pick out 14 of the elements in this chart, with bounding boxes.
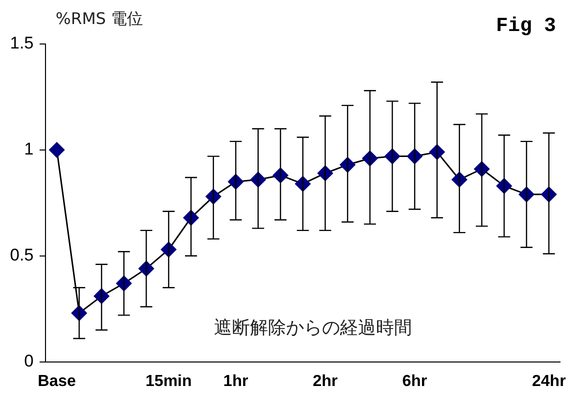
y-tick-label: 1.5 [10, 34, 34, 53]
y-tick-label: 1 [24, 140, 34, 159]
x-tick-label: Base [38, 372, 76, 390]
y-tick-label: 0.5 [10, 246, 34, 265]
y-axis-title: %RMS 電位 [56, 9, 144, 28]
y-tick-label: 0 [24, 351, 34, 370]
point [49, 142, 65, 158]
x-tick-label: 24hr [532, 372, 566, 390]
x-tick-label: 15min [146, 372, 192, 390]
caption: Fig 3 [496, 15, 556, 38]
x-tick-label: 2hr [312, 372, 338, 390]
x-tick-label: 6hr [402, 372, 428, 390]
x-axis-title: 遮断解除からの経過時間 [214, 317, 412, 338]
x-tick-label: 1hr [223, 372, 248, 390]
